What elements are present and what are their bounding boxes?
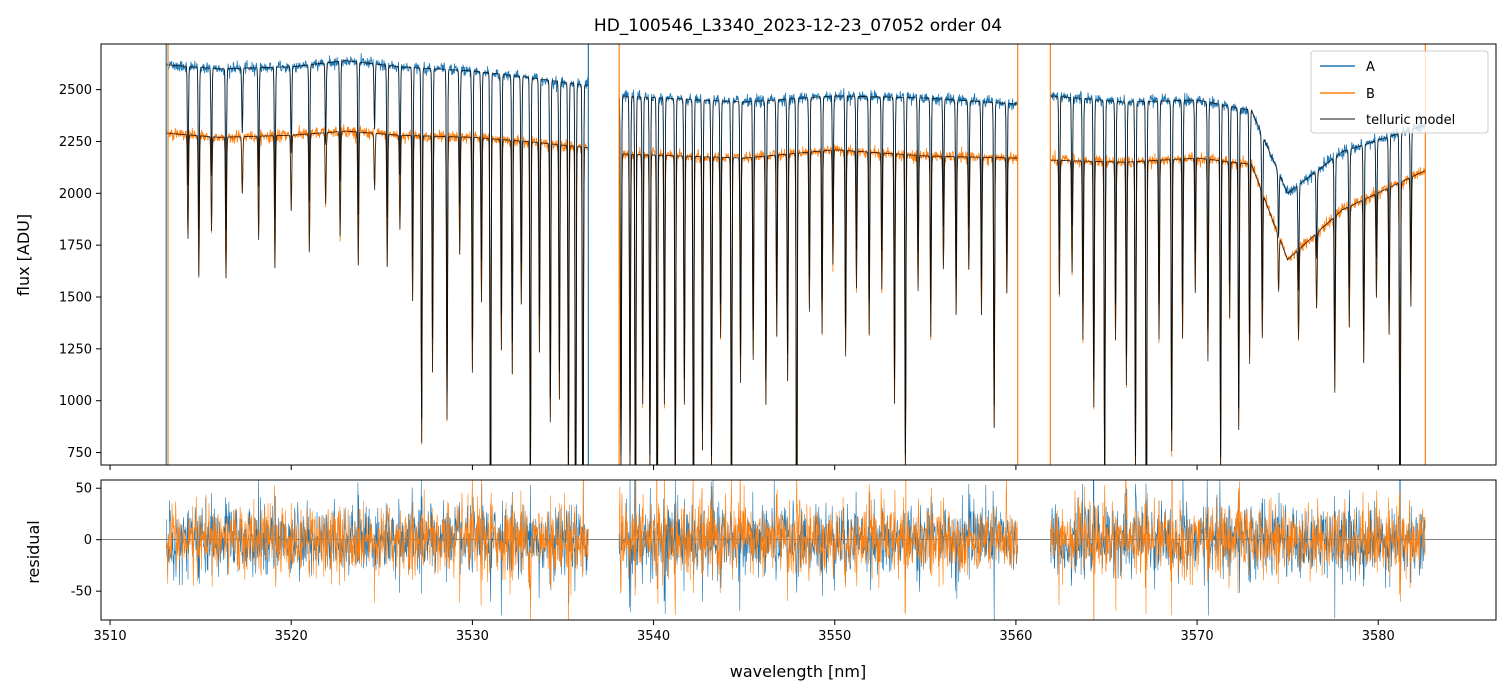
y-tick-label: 2500 — [59, 83, 92, 98]
top-plot-area — [165, 44, 1426, 465]
bottom-x-axis-label: wavelength [nm] — [730, 662, 867, 681]
x-tick-label: 3540 — [637, 629, 670, 644]
top-x-axis — [109, 465, 1379, 470]
y-tick-label: -50 — [71, 585, 92, 600]
top-panel: 750 1000 1250 1500 1750 2000 2250 2500 flux [AD… — [14, 43, 1497, 470]
top-y-axis-label: flux [ADU] — [14, 214, 33, 296]
y-tick-label: 1500 — [59, 291, 92, 306]
legend-label-b: B — [1366, 87, 1375, 102]
legend-label-a: A — [1366, 60, 1375, 75]
bottom-plot-area — [101, 480, 1496, 620]
bottom-x-axis: 3510 3520 3530 3540 3550 3560 3570 3580 — [94, 620, 1395, 644]
y-tick-label: 2250 — [59, 135, 92, 150]
x-tick-label: 3530 — [456, 629, 489, 644]
y-tick-label: 1750 — [59, 239, 92, 254]
y-tick-label: 0 — [84, 533, 92, 548]
y-tick-label: 2000 — [59, 187, 92, 202]
bottom-y-axis: -50 0 50 — [71, 482, 101, 600]
top-y-axis: 750 1000 1250 1500 1750 2000 2250 2500 — [59, 83, 101, 461]
x-tick-label: 3560 — [999, 629, 1032, 644]
x-tick-label: 3520 — [275, 629, 308, 644]
legend-label-telluric-model: telluric model — [1366, 113, 1455, 128]
x-tick-label: 3570 — [1181, 629, 1214, 644]
chart-title: HD_100546_L3340_2023-12-23_07052 order 0… — [594, 16, 1002, 36]
y-tick-label: 1000 — [59, 394, 92, 409]
y-tick-label: 1250 — [59, 342, 92, 357]
top-axes-frame — [100, 43, 1497, 466]
x-tick-label: 3510 — [94, 629, 127, 644]
x-tick-label: 3580 — [1362, 629, 1395, 644]
telluric-model-b-line — [166, 130, 1426, 465]
y-tick-label: 750 — [67, 446, 92, 461]
residual-b-line — [165, 480, 1426, 620]
legend: A B telluric model — [1310, 50, 1489, 134]
bottom-y-axis-label: residual — [24, 520, 43, 583]
x-tick-label: 3550 — [818, 629, 851, 644]
legend-box — [1310, 50, 1489, 134]
bottom-axes-frame — [100, 479, 1497, 621]
y-tick-label: 50 — [75, 482, 92, 497]
